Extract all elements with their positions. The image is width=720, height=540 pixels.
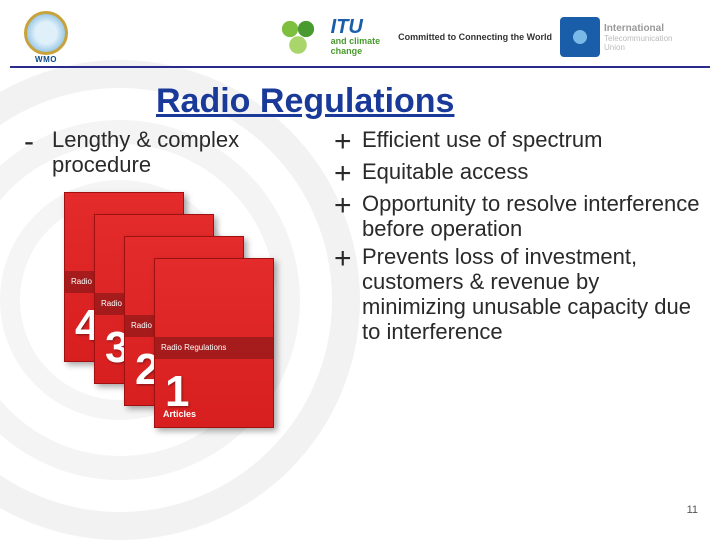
- book-stripe-1: Radio Regulations: [161, 343, 226, 352]
- plus-sign-icon: +: [334, 191, 362, 221]
- plus-text-4: Prevents loss of investment, customers &…: [362, 244, 704, 345]
- itu-badge-icon: [560, 17, 600, 57]
- itu-text: ITU: [331, 17, 381, 37]
- itu-right-line2: Telecommunication: [604, 34, 672, 43]
- plus-text-3: Opportunity to resolve interference befo…: [362, 191, 704, 242]
- plus-sign-icon: +: [334, 159, 362, 189]
- minus-item: - Lengthy & complex procedure: [24, 127, 334, 178]
- tagline: Committed to Connecting the World: [398, 32, 552, 42]
- plus-text-1: Efficient use of spectrum: [362, 127, 603, 152]
- header: WMO ITU and climate change Committed to …: [0, 0, 720, 68]
- wmo-globe-icon: [24, 11, 68, 55]
- title-row: Radio Regulations: [0, 68, 720, 121]
- plus-item-2: + Equitable access: [334, 159, 704, 189]
- book-foot: Articles: [163, 409, 196, 419]
- page-title: Radio Regulations: [156, 82, 680, 121]
- climate-leaf-icon: [269, 13, 327, 61]
- plus-item-4: + Prevents loss of investment, customers…: [334, 244, 704, 345]
- itu-climate-text: ITU and climate change: [331, 17, 381, 57]
- right-column: + Efficient use of spectrum + Equitable …: [334, 127, 704, 432]
- minus-text: Lengthy & complex procedure: [52, 127, 334, 178]
- plus-sign-icon: +: [334, 127, 362, 157]
- itu-right-line3: Union: [604, 43, 672, 52]
- plus-item-3: + Opportunity to resolve interference be…: [334, 191, 704, 242]
- book-stack: Radio Regulations 4 Radio Regulations 3 …: [64, 192, 294, 432]
- wmo-logo: WMO: [10, 9, 82, 65]
- left-column: - Lengthy & complex procedure Radio Regu…: [24, 127, 334, 432]
- content: - Lengthy & complex procedure Radio Regu…: [0, 121, 720, 432]
- plus-text-2: Equitable access: [362, 159, 528, 184]
- wmo-label: WMO: [35, 55, 57, 64]
- book-1: Radio Regulations 1 Articles: [154, 258, 274, 428]
- plus-sign-icon: +: [334, 244, 362, 274]
- page-number: 11: [687, 504, 698, 516]
- itu-right-line1: International: [604, 23, 672, 34]
- minus-sign-icon: -: [24, 127, 52, 157]
- climate-line2: change: [331, 47, 381, 57]
- itu-logo-right: International Telecommunication Union: [560, 13, 710, 61]
- plus-item-1: + Efficient use of spectrum: [334, 127, 704, 157]
